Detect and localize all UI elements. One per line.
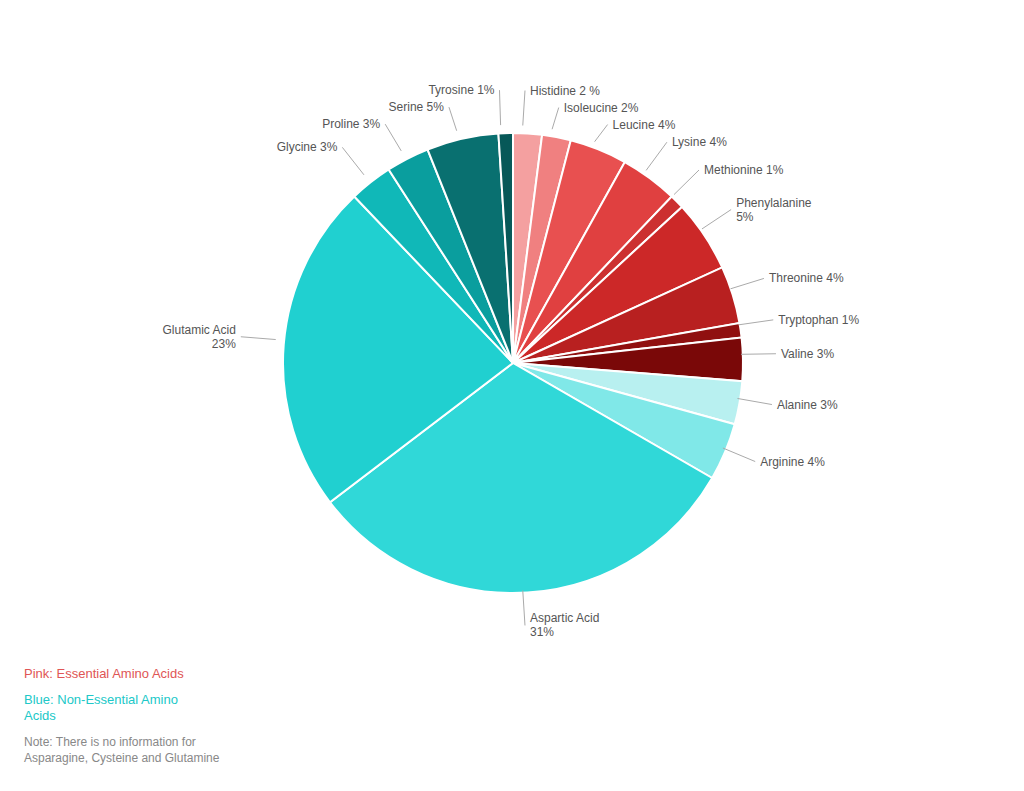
- svg-text:Glutamic Acid23%: Glutamic Acid23%: [162, 323, 236, 351]
- svg-text:Alanine 3%: Alanine 3%: [777, 398, 838, 412]
- svg-text:Tryptophan 1%: Tryptophan 1%: [778, 313, 859, 327]
- svg-text:Isoleucine 2%: Isoleucine 2%: [564, 101, 639, 115]
- svg-text:Phenylalanine5%: Phenylalanine5%: [736, 196, 812, 224]
- svg-text:Lysine 4%: Lysine 4%: [672, 135, 727, 149]
- svg-text:Glycine 3%: Glycine 3%: [277, 140, 338, 154]
- svg-text:Serine 5%: Serine 5%: [389, 100, 445, 114]
- svg-text:Leucine 4%: Leucine 4%: [613, 118, 676, 132]
- html-text:Blue: Non-Essential Amino Acid: Blue: Non-Essential Amino Acids: [24, 692, 178, 723]
- html-text:Note: There is no information: Note: There is no information for Aspara…: [24, 735, 220, 765]
- html-text:Pink: Essential Amino Acids: Pink: Essential Amino Acids: [24, 666, 184, 681]
- svg-text:Arginine 4%: Arginine 4%: [760, 455, 825, 469]
- svg-text:Methionine 1%: Methionine 1%: [704, 163, 784, 177]
- svg-text:Proline 3%: Proline 3%: [322, 117, 380, 131]
- svg-text:Aspartic Acid31%: Aspartic Acid31%: [530, 611, 599, 639]
- svg-text:Valine 3%: Valine 3%: [781, 347, 834, 361]
- svg-text:Histidine 2 %: Histidine 2 %: [530, 84, 600, 98]
- svg-text:Tyrosine 1%: Tyrosine 1%: [428, 83, 494, 97]
- svg-text:Threonine 4%: Threonine 4%: [769, 271, 844, 285]
